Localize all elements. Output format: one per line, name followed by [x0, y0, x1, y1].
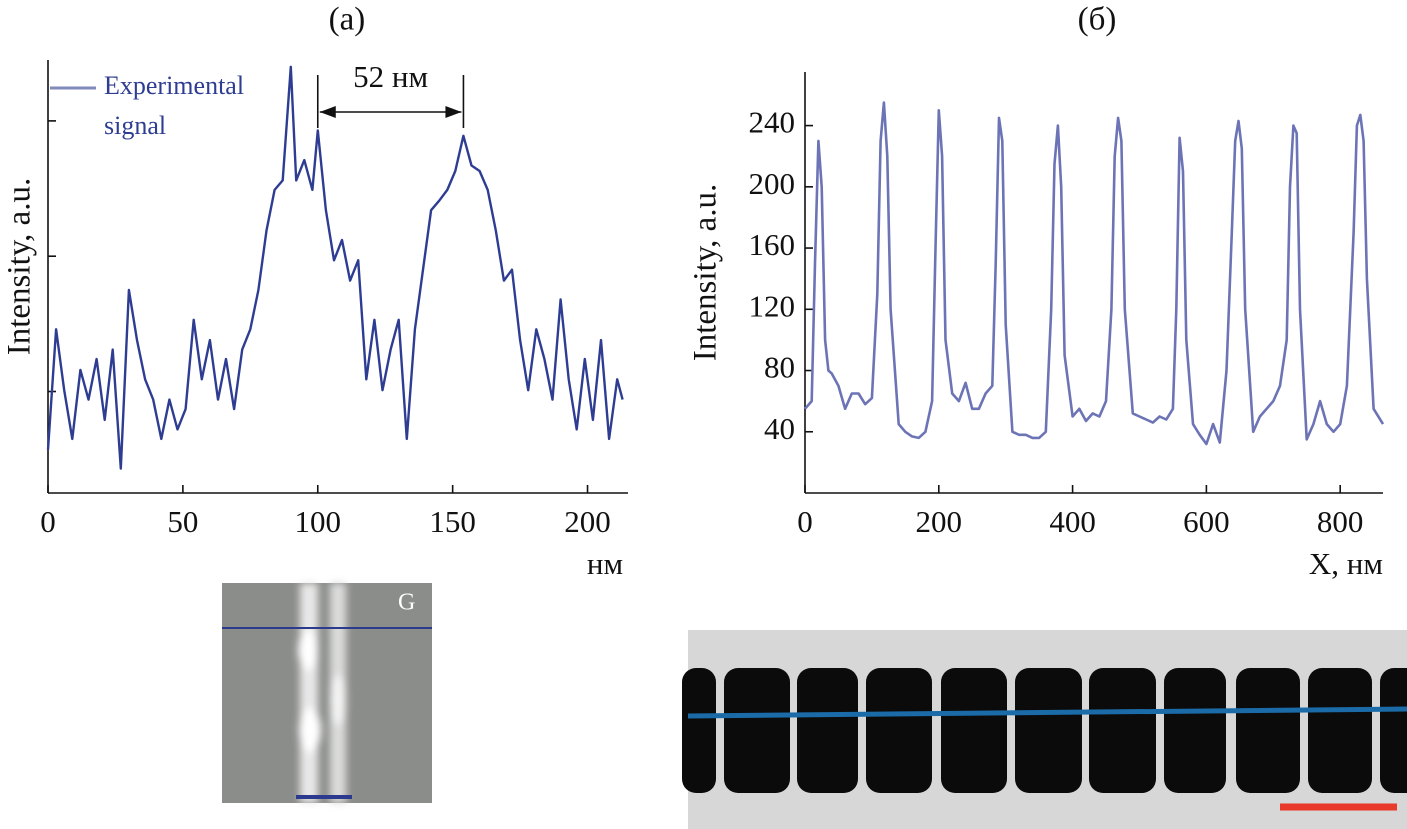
y-tick-label: 40: [764, 411, 795, 446]
legend-label: Experimental signal: [104, 71, 244, 140]
micrograph-left: G: [222, 583, 432, 803]
data-line: [804, 101, 1385, 446]
legend-label-line: Experimental: [104, 71, 244, 100]
y-tick-label: 200: [749, 166, 796, 201]
y-tick-label: 240: [749, 105, 796, 140]
y-tick-label: 120: [749, 288, 796, 323]
legend-label-line: signal: [104, 111, 166, 140]
annotation-text: 52 нм: [353, 59, 428, 94]
micrograph-right: [682, 630, 1407, 829]
x-axis-label: нм: [587, 546, 623, 581]
x-tick-label: 0: [40, 504, 56, 539]
image-label: G: [398, 590, 415, 616]
x-tick-label: 100: [295, 504, 342, 539]
x-tick-label: 400: [1049, 504, 1096, 539]
y-tick-label: 80: [764, 350, 795, 385]
x-tick-label: 600: [1183, 504, 1230, 539]
y-axis-label: Intensity, a.u.: [2, 178, 38, 356]
x-tick-label: 50: [167, 504, 198, 539]
chart-title: (а): [329, 2, 366, 38]
x-tick-label: 800: [1317, 504, 1364, 539]
data-line: [46, 65, 624, 470]
arrow-head: [319, 106, 462, 118]
x-tick-label: 150: [429, 504, 476, 539]
x-tick-label: 200: [916, 504, 963, 539]
x-axis-label: X, нм: [1309, 546, 1383, 581]
chart-title: (б): [1078, 2, 1117, 38]
y-axis-label: Intensity, a.u.: [688, 184, 724, 362]
x-tick-label: 0: [797, 504, 813, 539]
x-tick-label: 200: [564, 504, 611, 539]
y-tick-label: 160: [749, 227, 796, 262]
